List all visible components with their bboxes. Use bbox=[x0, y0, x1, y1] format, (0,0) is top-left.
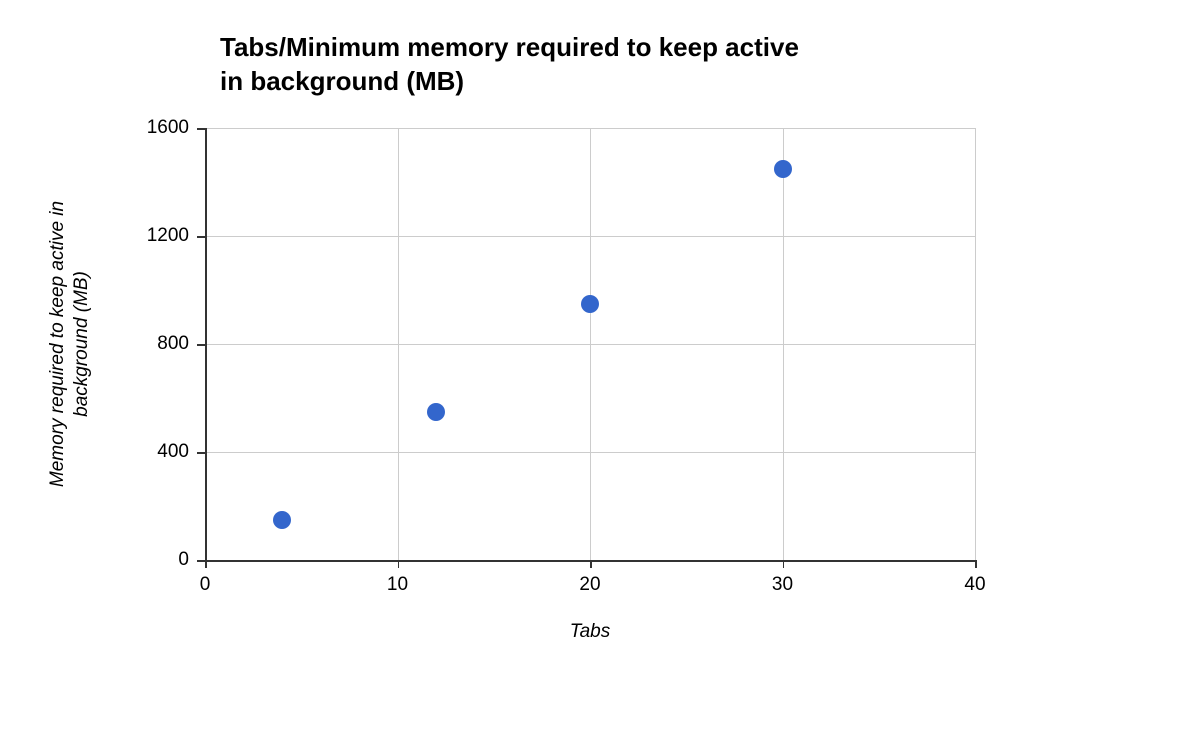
y-tick-label: 400 bbox=[157, 441, 189, 463]
x-axis-line bbox=[205, 560, 975, 562]
y-axis-line bbox=[205, 128, 207, 560]
y-tick-mark bbox=[197, 560, 205, 562]
x-tick-label: 0 bbox=[200, 574, 211, 596]
data-point bbox=[581, 295, 599, 313]
y-axis-label: Memory required to keep active in backgr… bbox=[46, 201, 94, 487]
y-tick-label: 0 bbox=[178, 549, 189, 571]
chart-title: Tabs/Minimum memory required to keep act… bbox=[220, 30, 799, 98]
y-tick-label: 800 bbox=[157, 333, 189, 355]
gridline-horizontal bbox=[205, 344, 975, 345]
x-axis-label: Tabs bbox=[570, 621, 611, 643]
data-point bbox=[427, 403, 445, 421]
data-point bbox=[273, 511, 291, 529]
scatter-chart: Tabs/Minimum memory required to keep act… bbox=[0, 0, 1192, 732]
x-tick-label: 40 bbox=[964, 574, 985, 596]
gridline-horizontal bbox=[205, 128, 975, 129]
y-tick-label: 1600 bbox=[147, 117, 189, 139]
x-tick-label: 30 bbox=[772, 574, 793, 596]
gridline-horizontal bbox=[205, 236, 975, 237]
x-tick-mark bbox=[975, 560, 977, 568]
x-tick-label: 20 bbox=[579, 574, 600, 596]
data-point bbox=[774, 160, 792, 178]
y-tick-mark bbox=[197, 452, 205, 454]
gridline-vertical bbox=[975, 128, 976, 560]
y-tick-label: 1200 bbox=[147, 225, 189, 247]
x-tick-label: 10 bbox=[387, 574, 408, 596]
gridline-horizontal bbox=[205, 452, 975, 453]
y-tick-mark bbox=[197, 236, 205, 238]
y-tick-mark bbox=[197, 344, 205, 346]
y-tick-mark bbox=[197, 128, 205, 130]
